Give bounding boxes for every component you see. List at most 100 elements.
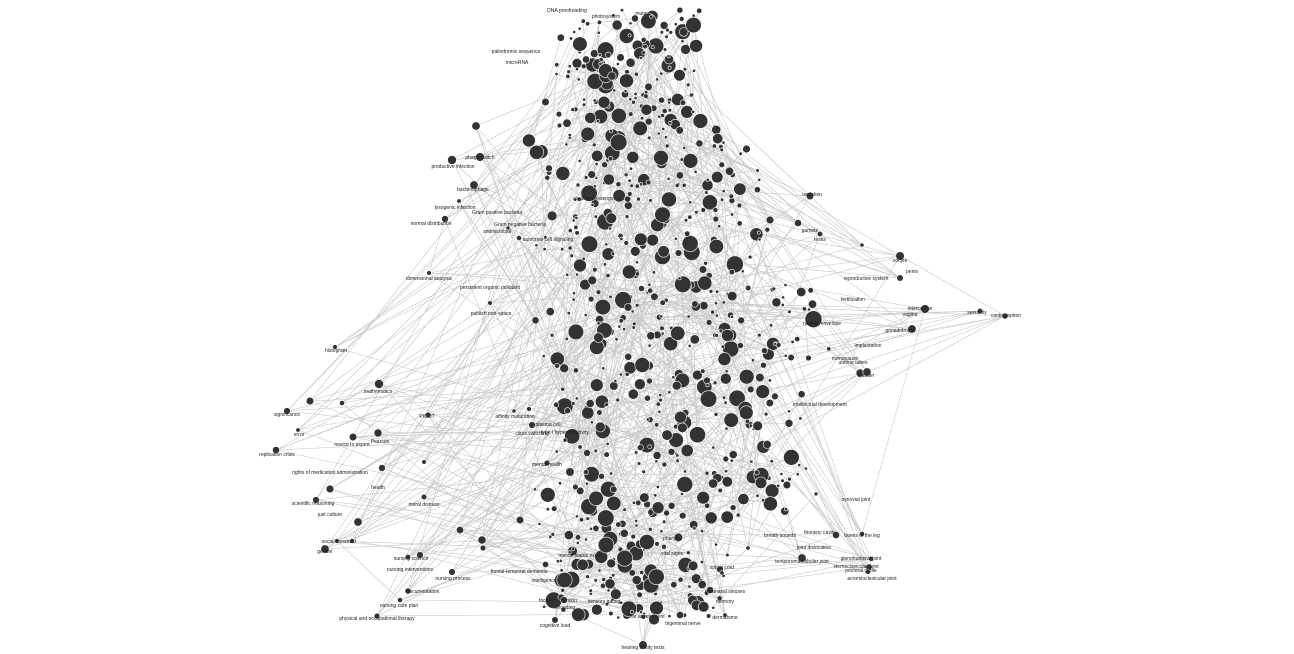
graph-node[interactable]	[577, 444, 583, 450]
graph-node[interactable]	[581, 256, 586, 261]
graph-node[interactable]	[634, 519, 639, 523]
graph-node[interactable]	[378, 464, 386, 472]
graph-node[interactable]	[627, 388, 639, 400]
graph-node[interactable]	[640, 37, 647, 43]
graph-node[interactable]	[404, 587, 412, 595]
graph-node[interactable]	[697, 580, 707, 590]
graph-node[interactable]	[555, 166, 571, 181]
graph-node[interactable]	[683, 218, 689, 223]
graph-node[interactable]	[590, 378, 604, 392]
graph-node[interactable]	[569, 253, 574, 258]
graph-node[interactable]	[738, 151, 743, 156]
graph-node[interactable]	[745, 545, 751, 551]
graph-node[interactable]	[587, 170, 596, 179]
graph-node[interactable]	[708, 478, 719, 489]
graph-node[interactable]	[556, 33, 565, 42]
graph-node[interactable]	[562, 118, 572, 128]
graph-node[interactable]	[574, 534, 581, 541]
graph-node[interactable]	[737, 316, 745, 325]
graph-node[interactable]	[711, 124, 722, 135]
graph-node[interactable]	[771, 297, 782, 308]
graph-node[interactable]	[666, 54, 671, 59]
graph-node[interactable]	[798, 416, 803, 421]
graph-node[interactable]	[616, 53, 625, 62]
graph-node[interactable]	[920, 304, 930, 314]
graph-node[interactable]	[695, 139, 704, 148]
graph-node[interactable]	[757, 177, 762, 182]
graph-node[interactable]	[671, 375, 676, 380]
graph-node[interactable]	[859, 531, 865, 537]
graph-node[interactable]	[628, 569, 636, 577]
graph-node[interactable]	[713, 412, 719, 417]
graph-node[interactable]	[615, 521, 622, 528]
graph-node[interactable]	[674, 236, 678, 241]
graph-node[interactable]	[687, 584, 692, 589]
graph-node[interactable]	[657, 114, 662, 119]
graph-node[interactable]	[607, 156, 614, 162]
graph-node[interactable]	[771, 286, 776, 292]
graph-node[interactable]	[610, 251, 616, 256]
graph-node[interactable]	[616, 549, 634, 567]
graph-node[interactable]	[479, 544, 487, 552]
graph-node[interactable]	[680, 444, 694, 457]
graph-node[interactable]	[667, 108, 672, 113]
graph-node[interactable]	[724, 369, 729, 374]
graph-node[interactable]	[644, 82, 653, 91]
graph-node[interactable]	[780, 302, 785, 307]
graph-node[interactable]	[751, 358, 755, 363]
graph-node[interactable]	[581, 102, 587, 107]
graph-node[interactable]	[671, 380, 682, 391]
graph-node[interactable]	[585, 481, 589, 486]
graph-node[interactable]	[624, 352, 633, 361]
graph-node[interactable]	[593, 578, 598, 583]
graph-node[interactable]	[767, 378, 772, 383]
graph-node[interactable]	[505, 225, 511, 231]
graph-node[interactable]	[660, 331, 665, 336]
graph-node[interactable]	[571, 297, 576, 302]
graph-node[interactable]	[737, 342, 744, 349]
graph-node[interactable]	[680, 39, 685, 44]
graph-node[interactable]	[544, 174, 551, 181]
graph-node[interactable]	[630, 533, 636, 540]
graph-node[interactable]	[716, 595, 723, 602]
graph-node[interactable]	[639, 534, 655, 550]
graph-node[interactable]	[609, 381, 619, 391]
graph-node[interactable]	[684, 230, 691, 237]
graph-node[interactable]	[577, 26, 582, 31]
graph-node[interactable]	[608, 294, 613, 299]
graph-node[interactable]	[618, 318, 624, 324]
graph-node[interactable]	[787, 353, 795, 362]
graph-node[interactable]	[638, 285, 645, 292]
graph-node[interactable]	[711, 171, 724, 184]
graph-node[interactable]	[755, 373, 765, 383]
graph-node[interactable]	[686, 550, 691, 555]
graph-node[interactable]	[567, 133, 572, 138]
graph-node[interactable]	[813, 491, 819, 497]
graph-node[interactable]	[598, 472, 605, 480]
graph-node[interactable]	[686, 314, 691, 319]
graph-node[interactable]	[658, 393, 663, 397]
graph-node[interactable]	[717, 487, 723, 494]
graph-node[interactable]	[571, 218, 576, 223]
graph-node[interactable]	[675, 610, 684, 619]
graph-node[interactable]	[650, 45, 655, 50]
graph-node[interactable]	[631, 14, 639, 23]
graph-node[interactable]	[755, 493, 760, 498]
graph-node[interactable]	[683, 469, 687, 474]
graph-node[interactable]	[585, 516, 590, 521]
graph-node[interactable]	[545, 307, 555, 317]
graph-node[interactable]	[697, 275, 713, 291]
graph-node[interactable]	[691, 13, 696, 18]
graph-node[interactable]	[643, 93, 649, 99]
graph-node[interactable]	[611, 107, 627, 124]
graph-node[interactable]	[580, 126, 595, 142]
graph-node[interactable]	[685, 82, 691, 88]
graph-node[interactable]	[622, 507, 627, 512]
graph-node[interactable]	[634, 450, 639, 455]
graph-node[interactable]	[668, 30, 673, 35]
graph-node[interactable]	[733, 182, 747, 196]
graph-node[interactable]	[581, 406, 595, 420]
graph-node[interactable]	[676, 6, 684, 14]
graph-node[interactable]	[761, 498, 766, 503]
graph-node[interactable]	[678, 511, 687, 520]
